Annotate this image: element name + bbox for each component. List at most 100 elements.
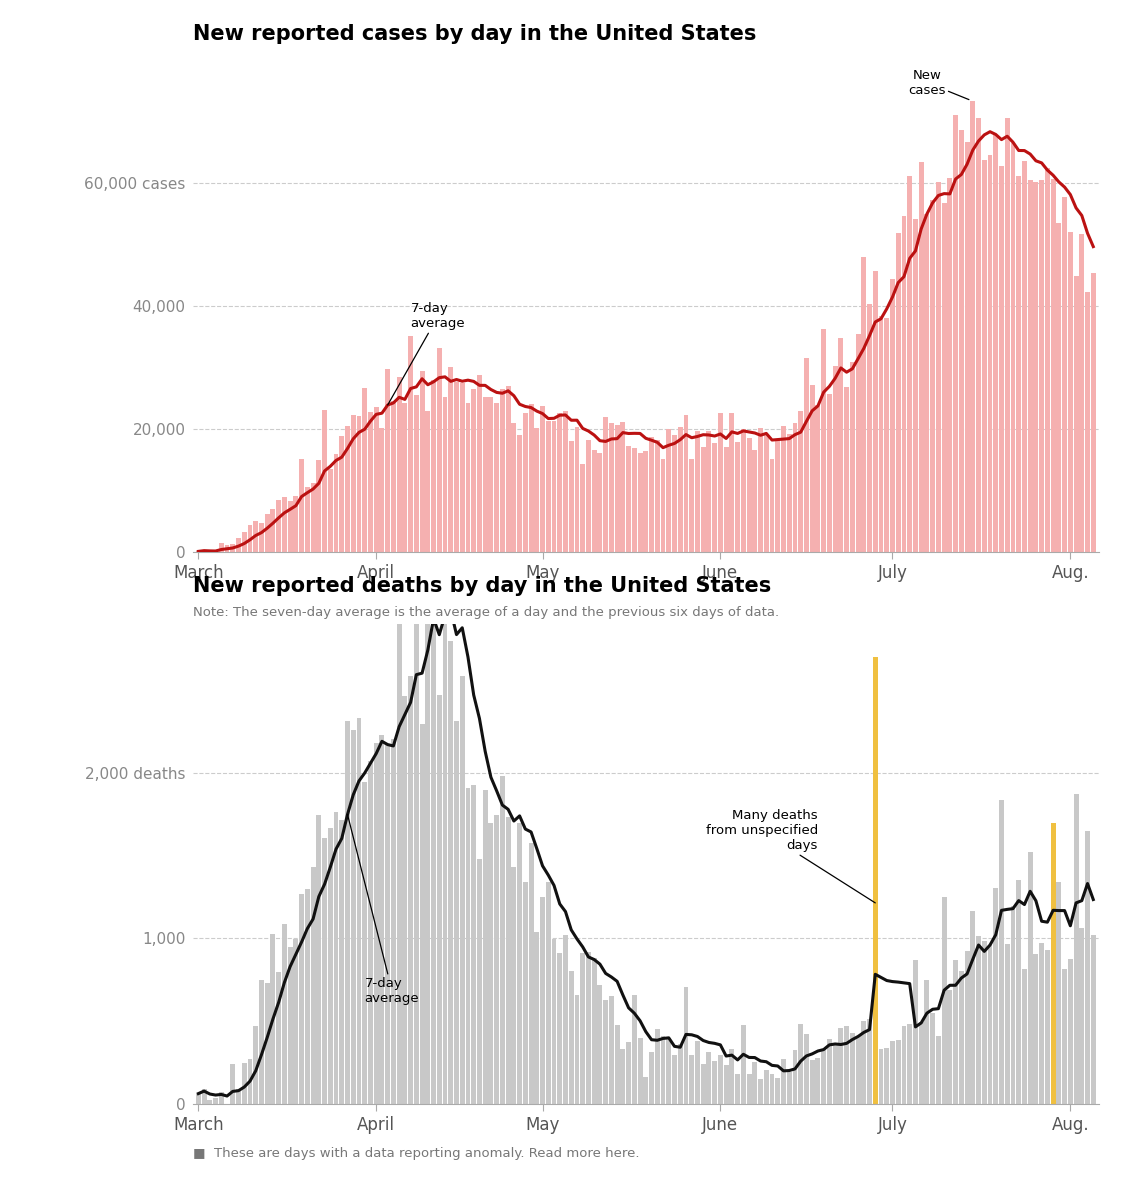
Bar [970,911,976,1104]
Bar [1085,293,1090,552]
Bar [207,1100,212,1104]
Bar [477,376,482,552]
Bar [500,776,505,1104]
Bar [276,500,281,552]
Bar [655,1028,659,1104]
Bar [546,882,551,1104]
Bar [747,1074,751,1104]
Bar [632,449,637,552]
Bar [872,271,878,552]
Bar [964,142,970,552]
Bar [397,377,401,552]
Bar [265,514,270,552]
Bar [333,455,339,552]
Bar [500,389,505,552]
Bar [833,366,837,552]
Bar [707,431,712,552]
Bar [351,730,356,1104]
Bar [804,1033,809,1104]
Bar [322,838,327,1104]
Bar [557,953,562,1104]
Bar [299,894,304,1104]
Bar [563,412,568,552]
Bar [224,545,230,552]
Bar [1045,950,1050,1104]
Bar [867,305,872,552]
Bar [380,428,384,552]
Bar [672,436,676,552]
Bar [781,426,786,552]
Bar [947,178,953,552]
Bar [1080,928,1084,1104]
Bar [363,782,367,1104]
Bar [488,396,493,552]
Bar [977,119,981,552]
Bar [953,115,959,552]
Bar [460,384,465,552]
Bar [380,734,384,1104]
Bar [540,407,545,552]
Bar [288,500,292,552]
Bar [786,434,792,552]
Bar [713,1061,717,1104]
Bar [799,410,803,552]
Bar [764,1070,768,1104]
Bar [1068,232,1073,552]
Bar [758,1079,763,1104]
Bar [1085,830,1090,1104]
Bar [374,407,378,552]
Bar [632,995,637,1104]
Bar [896,233,901,552]
Bar [310,484,315,552]
Bar [241,1063,247,1104]
Bar [994,134,998,552]
Bar [850,1033,854,1104]
Bar [775,439,781,552]
Bar [483,397,487,552]
Bar [936,1036,940,1104]
Bar [402,696,407,1104]
Bar [202,550,206,552]
Bar [282,497,287,552]
Bar [844,388,849,552]
Bar [1062,197,1067,552]
Bar [305,487,309,552]
Bar [449,367,453,552]
Bar [363,388,367,552]
Bar [351,415,356,552]
Bar [408,336,414,552]
Bar [597,452,603,552]
Bar [1005,944,1010,1104]
Bar [1011,143,1015,552]
Bar [247,526,253,552]
Bar [678,427,683,552]
Bar [810,1060,815,1104]
Bar [942,896,946,1104]
Bar [741,428,746,552]
Bar [1028,852,1032,1104]
Bar [1033,182,1038,552]
Bar [230,544,236,552]
Bar [764,434,768,552]
Bar [867,1019,872,1104]
Bar [885,318,889,552]
Bar [391,739,395,1104]
Bar [563,936,568,1104]
Bar [523,413,528,552]
Bar [775,1079,781,1104]
Bar [580,953,585,1104]
Bar [357,416,361,552]
Bar [683,988,689,1104]
Bar [1039,943,1045,1104]
Bar [391,401,395,552]
Bar [293,496,298,552]
Bar [437,695,442,1104]
Bar [402,402,407,552]
Bar [327,828,333,1104]
Text: Note: The seven-day average is the average of a day and the previous six days of: Note: The seven-day average is the avera… [193,606,778,619]
Bar [368,761,373,1104]
Bar [700,1064,706,1104]
Bar [529,403,534,552]
Bar [1039,180,1045,552]
Bar [855,1037,860,1104]
